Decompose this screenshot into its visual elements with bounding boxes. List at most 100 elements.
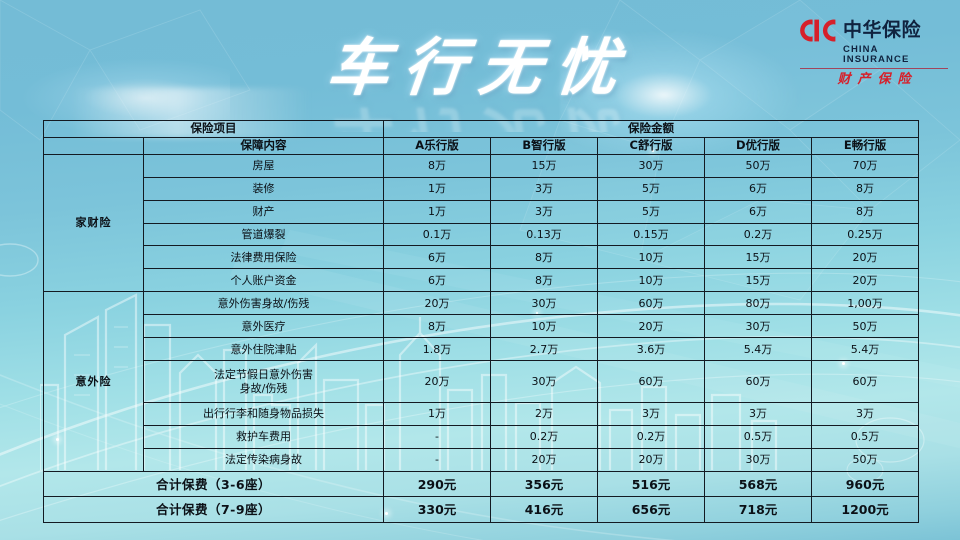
value-cell-plan-4: 8万: [810, 199, 920, 224]
value-cell-plan-4: 3万: [810, 401, 920, 426]
page-title-text: 车行无忧: [323, 31, 636, 104]
value-cell-plan-2: 60万: [597, 291, 705, 316]
coverage-item-cell: 出行行李和随身物品损失: [143, 401, 384, 426]
value-cell-plan-1: 30万: [490, 360, 598, 403]
value-cell-plan-1: 3万: [490, 176, 598, 201]
header-plan-a: A乐行版: [383, 136, 491, 155]
coverage-item-cell: 房屋: [143, 153, 384, 178]
insurance-plan-table: 保险项目 保险金额 保障内容 A乐行版 B智行版 C舒行版 D优行版 E畅行版 …: [43, 120, 920, 523]
coverage-item-cell: 法律费用保险: [143, 245, 384, 270]
logo-subtitle: 财产保险: [837, 72, 918, 87]
value-cell-plan-4: 60万: [810, 360, 920, 403]
value-cell-plan-1: 30万: [490, 291, 598, 316]
value-cell-plan-4: 0.25万: [810, 222, 920, 247]
value-cell-plan-0: 1.8万: [383, 337, 491, 362]
value-cell-plan-2: 10万: [597, 245, 705, 270]
header-plan-d: D优行版: [704, 136, 812, 155]
value-cell-plan-1: 15万: [490, 153, 598, 178]
value-cell-plan-3: 5.4万: [704, 337, 812, 362]
value-cell-plan-4: 20万: [810, 245, 920, 270]
header-coverage-content: 保障内容: [143, 136, 384, 155]
header-plan-b: B智行版: [490, 136, 598, 155]
header-plan-e: E畅行版: [810, 136, 920, 155]
table-row: 救护车费用 -0.2万 0.2万 0.5万 0.5万: [44, 424, 920, 449]
value-cell-plan-1: 20万: [490, 447, 598, 472]
value-cell-plan-4: 8万: [810, 176, 920, 201]
table-header-group-row: 保险项目 保险金额: [43, 120, 920, 138]
value-cell-plan-2: 20万: [597, 447, 705, 472]
total-value-cell-plan-1: 416元: [490, 496, 598, 523]
total-value-cell-plan-4: 960元: [810, 470, 920, 498]
value-cell-plan-4: 50万: [810, 447, 920, 472]
value-cell-plan-0: 8万: [383, 153, 491, 178]
header-corner-blank: [43, 136, 144, 155]
value-cell-plan-3: 15万: [704, 268, 812, 293]
table-row: 法定节假日意外伤害 身故/伤残 20万 30万 60万 60万 60万: [44, 360, 920, 403]
coverage-item-cell: 救护车费用: [143, 424, 384, 449]
table-row: 装修 1万 3万 5万 6万 8万: [44, 176, 920, 201]
value-cell-plan-2: 5万: [597, 199, 705, 224]
table-row: 意外险 意外伤害身故/伤残 20万 30万 60万 80万 1,00万: [43, 291, 920, 472]
value-cell-plan-2: 5万: [597, 176, 705, 201]
value-cell-plan-4: 0.5万: [810, 424, 920, 449]
table-header: 保险项目 保险金额 保障内容 A乐行版 B智行版 C舒行版 D优行版 E畅行版: [43, 120, 920, 155]
table-row: 个人账户资金 6万 8万 10万 15万 20万: [44, 268, 920, 293]
value-cell-plan-2: 60万: [597, 360, 705, 403]
total-value-cell-plan-0: 330元: [383, 496, 491, 523]
coverage-item-cell: 意外伤害身故/伤残: [143, 291, 384, 316]
table-row: 意外医疗 8万 10万 20万 30万 50万: [44, 314, 920, 339]
value-cell-plan-1: 3万: [490, 199, 598, 224]
value-cell-plan-1: 0.13万: [490, 222, 598, 247]
total-label-cell: 合计保费（3-6座）: [43, 470, 384, 498]
value-cell-plan-2: 20万: [597, 314, 705, 339]
value-cell-plan-0: 6万: [383, 245, 491, 270]
value-cell-plan-0: 20万: [383, 291, 491, 316]
value-cell-plan-2: 3万: [597, 401, 705, 426]
value-cell-plan-4: 1,00万: [810, 291, 920, 316]
table-row: 法律费用保险 6万 8万 10万 15万 20万: [44, 245, 920, 270]
table-header-plan-row: 保障内容 A乐行版 B智行版 C舒行版 D优行版 E畅行版: [43, 136, 920, 155]
table-row: 财产 1万 3万 5万 6万 8万: [44, 199, 920, 224]
coverage-item-cell: 法定传染病身故: [143, 447, 384, 472]
value-cell-plan-3: 30万: [704, 314, 812, 339]
value-cell-plan-0: 1万: [383, 401, 491, 426]
value-cell-plan-3: 6万: [704, 176, 812, 201]
value-cell-plan-0: 8万: [383, 314, 491, 339]
header-plan-c: C舒行版: [597, 136, 705, 155]
value-cell-plan-3: 15万: [704, 245, 812, 270]
value-cell-plan-4: 70万: [810, 153, 920, 178]
coverage-item-cell: 财产: [143, 199, 384, 224]
value-cell-plan-3: 30万: [704, 447, 812, 472]
coverage-item-cell: 法定节假日意外伤害 身故/伤残: [143, 360, 384, 403]
value-cell-plan-0: 1万: [383, 176, 491, 201]
page-title: 车行无忧: [300, 14, 660, 110]
table-row: 出行行李和随身物品损失 1万 2万 3万 3万 3万: [44, 401, 920, 426]
value-cell-plan-1: 8万: [490, 245, 598, 270]
value-cell-plan-0: 0.1万: [383, 222, 491, 247]
logo-divider: [800, 68, 948, 69]
table-row: 管道爆裂 0.1万 0.13万 0.15万 0.2万 0.25万: [44, 222, 920, 247]
value-cell-plan-1: 2万: [490, 401, 598, 426]
header-insurance-amount: 保险金额: [382, 120, 920, 138]
total-row-0: 合计保费（3-6座） 290元 356元 516元 568元 960元: [43, 470, 920, 498]
value-cell-plan-3: 50万: [704, 153, 812, 178]
coverage-item-cell: 装修: [143, 176, 384, 201]
value-cell-plan-0: 6万: [383, 268, 491, 293]
value-cell-plan-2: 0.15万: [597, 222, 705, 247]
table-row: 家财险 房屋 8万 15万 30万 50万 70万: [43, 153, 920, 293]
value-cell-plan-4: 50万: [810, 314, 920, 339]
coverage-item-cell: 意外医疗: [143, 314, 384, 339]
value-cell-plan-0: 20万: [383, 360, 491, 403]
value-cell-plan-1: 10万: [490, 314, 598, 339]
value-cell-plan-2: 0.2万: [597, 424, 705, 449]
total-value-cell-plan-0: 290元: [383, 470, 491, 498]
table-row: 意外住院津贴 1.8万 2.7万 3.6万 5.4万 5.4万: [44, 337, 920, 362]
value-cell-plan-1: 2.7万: [490, 337, 598, 362]
coverage-item-cell: 意外住院津贴: [143, 337, 384, 362]
value-cell-plan-3: 3万: [704, 401, 812, 426]
value-cell-plan-2: 3.6万: [597, 337, 705, 362]
value-cell-plan-0: -: [383, 424, 491, 449]
category-cell-1: 意外险: [43, 291, 144, 472]
total-value-cell-plan-3: 718元: [704, 496, 812, 523]
